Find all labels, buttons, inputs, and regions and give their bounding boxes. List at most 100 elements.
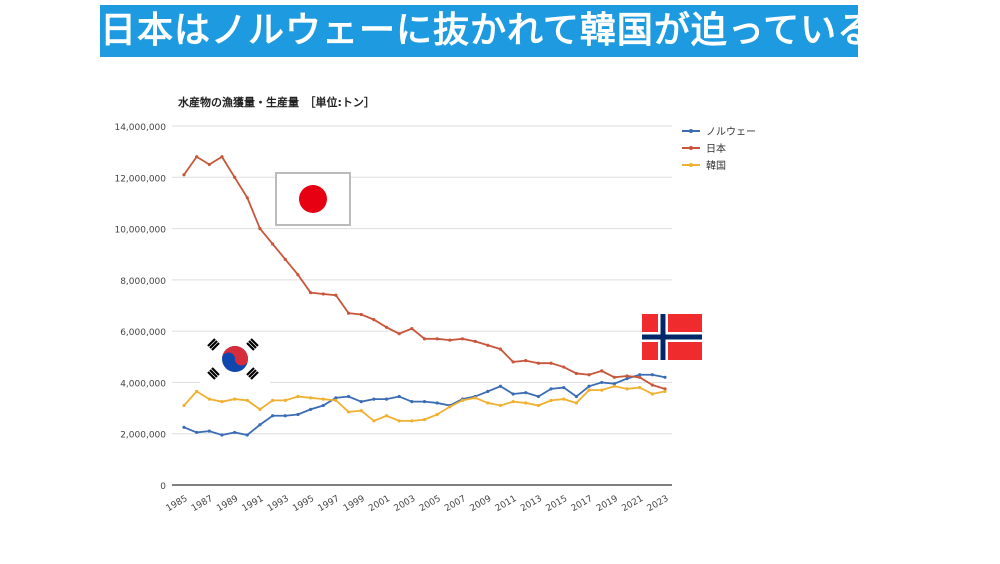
x-tick-label: 1993 [266,494,291,514]
data-point [511,392,515,396]
x-tick-label: 1985 [165,494,190,514]
data-point [372,419,376,423]
data-point [638,373,642,377]
x-tick-label: 1987 [190,494,215,514]
y-tick-label: 2,000,000 [120,431,166,441]
legend-marker [689,146,693,150]
data-point [384,325,389,329]
data-point [334,398,338,402]
y-tick-label: 12,000,000 [114,174,166,184]
data-point [308,291,313,295]
data-point [587,388,591,392]
data-point [511,360,515,364]
data-point [435,401,439,405]
data-point [233,397,237,401]
data-point [663,389,667,394]
data-point [195,389,199,394]
data-point [549,361,553,365]
data-point [258,226,262,231]
data-point [562,397,566,401]
data-point [308,396,313,400]
data-point [296,412,300,417]
data-point [207,429,211,433]
x-tick-label: 2007 [443,494,468,514]
data-point [321,292,325,296]
data-point [574,401,578,405]
data-point [359,400,363,404]
title-banner: 日本はノルウェーに抜かれて韓国が迫っている [100,5,873,57]
data-point [638,385,642,390]
x-tick-label: 2011 [494,494,519,514]
data-point [498,384,503,388]
data-point [486,389,490,394]
x-tick-label: 1999 [342,494,367,514]
data-point [245,433,249,437]
data-point [346,311,351,315]
legend-marker [689,163,693,167]
data-point [612,375,616,379]
data-point [600,380,604,385]
data-point [283,257,287,261]
data-point [372,318,376,322]
data-point [663,387,667,391]
norway-flag [642,314,702,360]
data-point [384,397,389,401]
data-point [321,403,325,408]
data-point [422,400,427,404]
data-point [207,162,211,167]
data-point [536,394,541,399]
data-point [296,394,300,399]
x-tick-label: 2017 [570,494,595,514]
data-point [625,376,629,381]
y-tick-label: 14,000,000 [114,123,166,133]
data-point [460,337,465,341]
x-tick-label: 2003 [393,494,418,514]
data-point [574,371,578,376]
data-point [410,400,414,404]
data-point [182,403,186,408]
x-tick-label: 2009 [468,494,493,514]
data-point [372,397,376,401]
data-point [625,387,629,391]
legend-marker [689,129,693,133]
data-point [524,391,528,395]
data-point [308,407,313,411]
data-point [283,414,287,418]
legend-label: 韓国 [706,160,726,172]
data-point [207,397,211,401]
data-point [612,382,616,386]
legend-label: ノルウェー [706,126,756,138]
data-point [422,337,427,341]
x-tick-label: 2021 [620,494,645,514]
data-point [473,396,477,400]
x-tick-label: 1995 [291,494,316,514]
data-point [625,374,629,378]
data-point [536,361,541,365]
data-point [587,373,591,377]
data-point [600,369,604,373]
japan-flag [275,172,351,226]
data-point [650,373,654,377]
data-point [473,339,477,343]
data-point [524,359,528,363]
data-point [524,401,528,405]
data-point [321,397,325,401]
data-point [562,385,566,390]
x-tick-label: 1989 [215,494,240,514]
data-point [245,398,249,402]
data-point [359,409,363,413]
data-point [283,398,287,402]
data-point [435,412,439,417]
data-point [359,312,363,317]
data-point [334,293,338,297]
data-point [562,365,566,369]
data-point [397,419,401,423]
data-point [233,175,237,179]
data-point [460,398,465,402]
series-line-2 [183,385,666,422]
data-point [258,407,262,411]
data-point [346,410,351,414]
data-point [549,387,553,391]
y-tick-label: 4,000,000 [120,379,166,389]
